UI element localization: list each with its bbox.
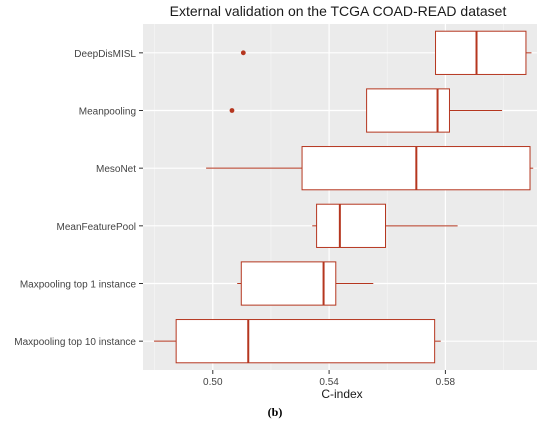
box-series [154,30,534,364]
y-tick-label: Maxpooling top 10 instance [14,337,136,348]
x-tick-label: 0.50 [203,377,223,388]
chart-title: External validation on the TCGA COAD-REA… [170,3,507,19]
plot-panel [143,24,537,370]
box-mesonet [206,146,534,191]
box-maxpooling-top-1-instance [237,261,374,306]
y-tick-label: Maxpooling top 1 instance [20,280,137,291]
y-tick-label: Meanpooling [79,107,136,118]
x-tick-label: 0.58 [436,377,456,388]
y-axis: DeepDisMISL Meanpooling MesoNet MeanFeature… [14,49,143,348]
box-meanpooling [229,88,503,133]
y-tick-label: MesoNet [96,164,136,175]
y-tick-label: DeepDisMISL [74,49,136,60]
outlier-point [229,108,235,113]
y-tick-label: MeanFeaturePool [57,222,137,233]
box-body [366,88,450,133]
x-axis: 0.50 0.54 0.58 [203,370,456,388]
figure-caption: (b) [267,405,283,419]
box-maxpooling-top-10-instance [154,319,441,364]
box-meanfeaturepool [312,203,458,248]
box-body [316,203,387,248]
box-body [240,261,337,306]
x-tick-label: 0.54 [319,377,339,388]
box-body [435,30,527,75]
x-axis-label: C-index [321,387,362,401]
box-deepdismisl [240,30,532,75]
box-body [175,319,436,364]
outlier-point [240,50,246,56]
